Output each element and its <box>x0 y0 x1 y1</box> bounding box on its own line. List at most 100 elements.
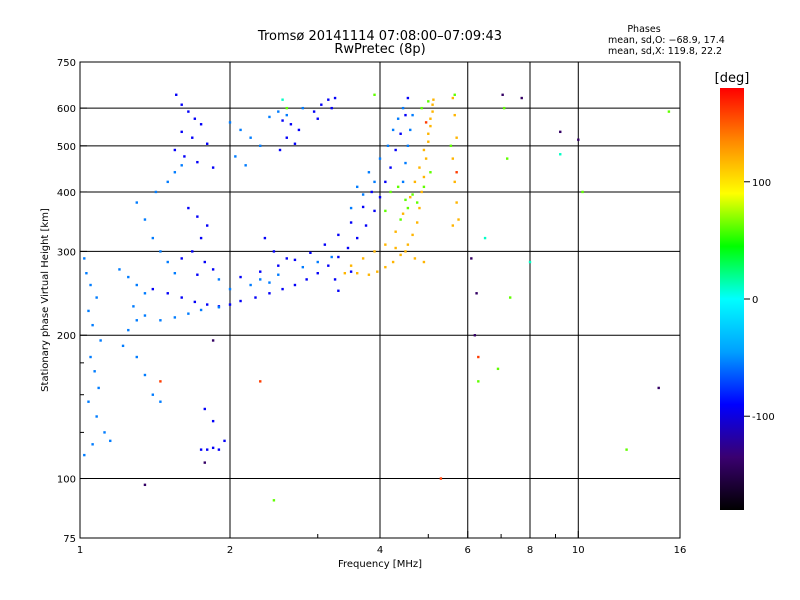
colorbar-tick-label: 100 <box>752 178 771 189</box>
data-point <box>667 110 671 113</box>
data-point <box>159 380 162 383</box>
data-point <box>272 499 276 502</box>
data-point <box>439 477 443 480</box>
data-point <box>211 166 215 169</box>
data-point <box>259 278 262 281</box>
data-point <box>217 448 221 451</box>
data-point <box>577 138 580 141</box>
data-point <box>415 221 419 224</box>
data-point <box>234 155 237 158</box>
data-point <box>404 198 407 202</box>
data-point <box>355 185 359 189</box>
data-point <box>432 98 435 101</box>
data-point <box>93 370 96 373</box>
data-point <box>508 296 512 299</box>
data-point <box>285 113 288 117</box>
data-point <box>191 250 194 253</box>
data-point <box>477 355 480 359</box>
data-point <box>418 166 421 169</box>
data-point <box>281 119 284 122</box>
data-point <box>333 96 337 100</box>
data-point <box>228 121 232 124</box>
data-point <box>196 215 199 218</box>
data-point <box>173 316 177 319</box>
data-point <box>453 180 456 184</box>
data-point <box>420 106 423 110</box>
data-point <box>143 292 147 295</box>
y-tick-label: 500 <box>57 142 76 153</box>
data-point <box>151 393 155 396</box>
colorbar-ticks: 100 0 -100 <box>744 178 775 423</box>
data-point <box>394 246 397 250</box>
data-point <box>187 206 190 210</box>
data-point <box>327 264 330 267</box>
data-point <box>386 144 390 148</box>
data-point <box>394 148 397 152</box>
data-point <box>309 251 312 255</box>
data-point <box>135 319 138 322</box>
data-point <box>89 283 92 287</box>
data-point <box>97 386 100 390</box>
data-point <box>109 439 112 443</box>
colorbar <box>720 88 744 510</box>
data-point <box>196 273 199 276</box>
data-point <box>211 339 215 342</box>
data-point <box>431 103 434 106</box>
data-point <box>154 190 158 194</box>
data-point <box>217 306 221 309</box>
data-point <box>477 380 480 383</box>
x-axis-ticks: 1 2 4 6 8 10 16 <box>77 531 687 556</box>
data-point <box>384 180 387 184</box>
data-point <box>422 148 426 152</box>
data-point <box>268 115 271 119</box>
data-point <box>249 283 252 287</box>
data-point <box>175 93 178 96</box>
data-point <box>401 212 405 215</box>
x-tick-label: 8 <box>527 545 533 556</box>
data-point <box>418 206 421 210</box>
data-point <box>455 171 458 174</box>
data-point <box>205 448 209 451</box>
data-point <box>293 258 297 262</box>
data-point <box>135 355 138 359</box>
data-point <box>95 296 98 299</box>
data-point <box>399 218 402 221</box>
data-point <box>166 180 169 184</box>
y-axis-label: Stationary phase Virtual Height [km] <box>40 208 51 392</box>
data-point <box>409 195 412 199</box>
data-point <box>396 117 400 120</box>
chart-subtitle: RwPretec (8p) <box>334 42 425 57</box>
data-point <box>413 180 417 184</box>
data-point <box>159 319 162 322</box>
data-point <box>451 96 455 100</box>
data-point <box>384 265 387 269</box>
data-point <box>355 272 359 275</box>
y-tick-label: 750 <box>57 58 76 69</box>
data-point <box>143 218 147 221</box>
data-point <box>406 96 410 100</box>
data-point <box>239 299 242 303</box>
data-point <box>166 292 169 295</box>
data-point <box>95 415 98 418</box>
data-point <box>373 93 376 96</box>
data-point <box>559 153 562 156</box>
data-point <box>173 148 177 152</box>
data-point <box>625 448 628 451</box>
data-point <box>103 431 106 434</box>
data-point <box>127 328 130 332</box>
data-point <box>373 180 376 184</box>
data-point <box>349 264 353 267</box>
data-point <box>203 407 206 411</box>
data-point <box>427 100 430 103</box>
data-point <box>361 193 365 196</box>
x-tick-label: 16 <box>674 545 687 556</box>
data-point <box>455 201 458 204</box>
data-point <box>211 419 215 423</box>
data-point <box>91 323 94 327</box>
data-point <box>159 400 162 403</box>
data-point <box>496 367 500 371</box>
data-point <box>401 180 405 184</box>
data-point <box>378 157 382 160</box>
data-point <box>180 103 183 106</box>
data-point <box>361 205 365 209</box>
